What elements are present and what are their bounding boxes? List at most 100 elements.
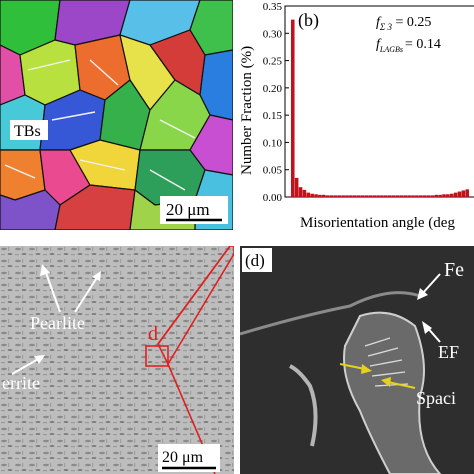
histogram-bar xyxy=(415,195,419,197)
histogram-bar xyxy=(302,189,307,197)
histogram-bar xyxy=(395,195,400,197)
histogram-bar xyxy=(321,194,326,197)
ferrite-label: errite xyxy=(2,373,40,393)
zoom-region-label: d xyxy=(148,323,158,345)
y-tick-label: 0.00 xyxy=(263,192,283,204)
spacing-label: Spaci xyxy=(416,388,456,408)
bars xyxy=(290,19,470,197)
y-tick-label: 0.05 xyxy=(263,165,283,177)
panel-b-label: (b) xyxy=(298,10,319,31)
histogram-bar xyxy=(380,195,384,197)
histogram-bar xyxy=(368,195,373,197)
histogram-bar xyxy=(465,189,470,197)
histogram-bar xyxy=(391,195,396,197)
histogram-bar xyxy=(314,194,318,197)
pearlite-arrowhead-right xyxy=(92,271,101,281)
sem-detail-panel: (d) Fe EF Spaci xyxy=(240,246,474,474)
panel-label-background xyxy=(242,248,272,272)
y-tick-label: 0.15 xyxy=(263,110,283,122)
y-axis-label: Number Fraction (%) xyxy=(239,46,255,175)
twin-boundary xyxy=(89,59,119,86)
histogram-bar xyxy=(449,193,454,197)
twin-boundary xyxy=(79,159,126,171)
histogram-bar xyxy=(438,194,442,197)
histogram-bar xyxy=(426,195,431,197)
twin-boundary xyxy=(51,111,96,121)
x-axis-label: Misorientation angle (deg xyxy=(300,215,455,231)
fe-label: Fe xyxy=(444,259,464,281)
histogram-bar xyxy=(325,195,330,197)
histogram-bar xyxy=(446,194,450,197)
y-tick-label: 0.20 xyxy=(263,83,283,95)
pearlite-arrow-left xyxy=(44,269,61,313)
spacing-arrowhead-lower xyxy=(381,377,391,387)
histogram-bar xyxy=(318,194,322,197)
histogram-bar xyxy=(376,195,380,197)
histogram-bar xyxy=(310,193,314,197)
twin-boundary xyxy=(4,164,36,179)
histogram-bar xyxy=(364,195,369,197)
histogram-bar xyxy=(403,195,407,197)
lamella xyxy=(367,347,399,357)
twin-boundary xyxy=(27,59,71,71)
histogram-bar xyxy=(298,187,303,197)
y-tick-label: 0.30 xyxy=(263,28,283,40)
ebsd-grain-map: TBs 20 μm xyxy=(0,0,233,230)
histogram-bar xyxy=(294,177,299,197)
lamella xyxy=(369,359,403,367)
histogram-bar xyxy=(341,195,345,197)
histogram-bar xyxy=(418,195,423,197)
sem-micrograph-panel: d Pearlite errite 20 μm xyxy=(0,246,234,474)
histogram-bar xyxy=(360,195,365,197)
ef-label: EF xyxy=(438,342,459,362)
twin-boundary xyxy=(149,169,186,191)
y-tick-label: 0.25 xyxy=(263,56,283,68)
plot-frame xyxy=(284,5,474,198)
panel-d-label: (d) xyxy=(245,251,265,270)
misorientation-chart-panel: 0.00 0.05 0.10 0.15 0.20 0.25 0.30 0.35 Number … xyxy=(236,0,474,236)
tbs-label: TBs xyxy=(14,123,41,140)
spacing-arrow-lower xyxy=(387,381,416,389)
fe-arrow xyxy=(421,273,441,295)
zoom-line-upper xyxy=(157,246,231,345)
histogram-bar xyxy=(333,195,338,197)
tbs-label-background xyxy=(10,120,48,140)
sigma3-fraction-annotation: fΣ 3 = 0.25 xyxy=(376,15,431,32)
histogram-bar xyxy=(430,195,435,197)
pearlite-arrow-right xyxy=(74,275,99,313)
lamella xyxy=(371,371,406,377)
y-tick-label: 0.10 xyxy=(263,137,283,149)
ferrite-arrow xyxy=(11,357,41,375)
ferrite-arrowhead xyxy=(34,355,45,364)
histogram-bar xyxy=(384,195,388,197)
sem-detail-micrograph: (d) Fe EF Spaci xyxy=(240,246,474,474)
histogram-bar xyxy=(329,195,334,197)
histogram-bar xyxy=(353,195,357,197)
scale-bar-label: 20 μm xyxy=(162,449,204,466)
histogram-bar xyxy=(345,195,349,197)
lamella xyxy=(364,337,391,347)
pearlite-colony xyxy=(343,311,442,474)
histogram-bar xyxy=(349,195,353,197)
sem-micrograph: d Pearlite errite 20 μm xyxy=(0,246,234,474)
zoom-region-box xyxy=(145,345,169,367)
fe-arrowhead xyxy=(417,288,428,300)
histogram-bar xyxy=(306,192,311,197)
lagb-fraction-annotation: fLAGBs = 0.14 xyxy=(376,37,441,54)
histogram-bar xyxy=(461,190,466,197)
pearlite-label: Pearlite xyxy=(30,313,85,333)
spacing-arrowhead-upper xyxy=(361,364,372,374)
histogram-bar xyxy=(337,195,342,197)
histogram-bar xyxy=(387,195,392,197)
scale-bar-label: 20 μm xyxy=(166,200,210,219)
histogram-bar xyxy=(457,191,462,197)
y-axis-ticks: 0.00 0.05 0.10 0.15 0.20 0.25 0.30 0.35 xyxy=(263,1,289,204)
spacing-arrow-upper xyxy=(339,363,366,370)
histogram-bar xyxy=(290,19,295,197)
y-tick-label: 0.35 xyxy=(263,1,283,13)
carbide-streak xyxy=(289,364,318,447)
histogram-bar xyxy=(422,195,427,197)
ebsd-map-panel: TBs 20 μm xyxy=(0,0,233,230)
histogram-bar xyxy=(453,192,458,197)
histogram-bar xyxy=(434,194,439,197)
